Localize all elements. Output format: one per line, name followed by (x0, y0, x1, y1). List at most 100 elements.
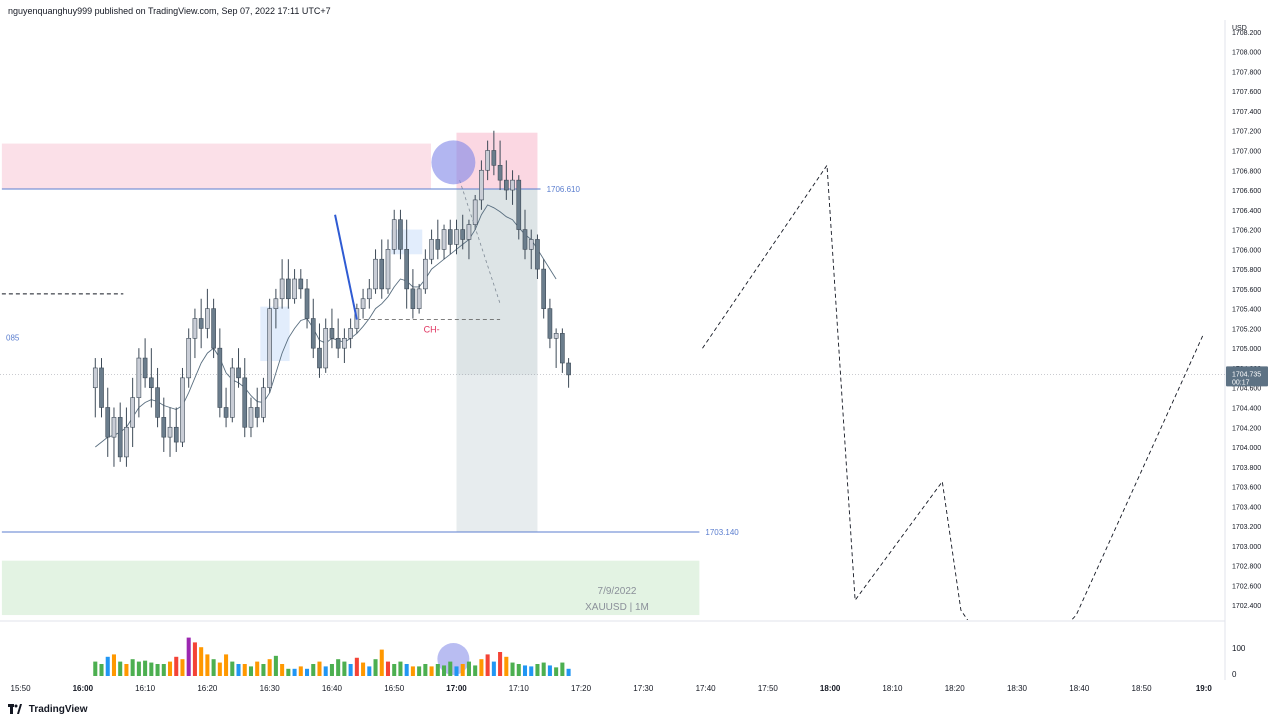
candle (404, 219, 409, 309)
candle-body (105, 407, 111, 438)
candle-body (479, 169, 484, 201)
candle-body (198, 318, 204, 329)
candle (99, 358, 104, 418)
candle-body (410, 288, 416, 309)
candle (435, 219, 441, 260)
candle (236, 348, 241, 388)
trend-dashed-line (459, 180, 501, 304)
candle-body (391, 219, 397, 250)
candle-body (335, 337, 341, 349)
candle-body (261, 387, 266, 418)
candle-body (173, 426, 179, 443)
candle-body (429, 239, 434, 260)
candle (391, 209, 397, 255)
candle (366, 278, 372, 309)
volume-bar (186, 637, 191, 676)
candle (124, 407, 129, 467)
volume-bar (211, 659, 216, 676)
price-tick-label: 1708.200 (1232, 30, 1261, 37)
volume-bar (174, 656, 179, 676)
candle (223, 387, 229, 428)
candle (149, 348, 154, 408)
candle (379, 239, 385, 299)
volume-bar (230, 661, 235, 676)
price-tick-label: 1706.200 (1232, 228, 1261, 235)
price-tick-label: 1703.600 (1232, 485, 1261, 492)
candle-body (229, 367, 235, 418)
candle (273, 288, 279, 329)
price-tick-label: 1707.800 (1232, 69, 1261, 76)
volume-bar (136, 661, 141, 676)
volume-bar (192, 642, 197, 676)
zone-date-label: 7/9/2022 (598, 586, 637, 597)
projection-zigzag (702, 163, 1205, 620)
candle (566, 358, 571, 388)
candle-body (553, 333, 559, 339)
price-tick-label: 1703.400 (1232, 504, 1261, 511)
candle-body (503, 179, 509, 191)
candle (342, 328, 347, 364)
candle (242, 358, 248, 438)
candle-body (491, 150, 497, 166)
volume-bar (435, 664, 440, 676)
candle-countdown: 00:17 (1232, 379, 1250, 386)
time-tick-label: 17:30 (633, 684, 654, 693)
candle-body (398, 219, 403, 250)
volume-bar (354, 657, 359, 676)
candle-body (497, 165, 503, 181)
time-tick-label: 18:10 (882, 684, 903, 693)
volume-bar (479, 659, 484, 676)
candle (317, 323, 322, 378)
candle-body (547, 308, 553, 339)
volume-bar (398, 661, 403, 676)
candle (248, 397, 254, 438)
time-tick-label: 18:00 (820, 684, 841, 693)
candle-body (130, 397, 135, 428)
volume-bar (105, 656, 110, 676)
volume-bar (373, 659, 378, 676)
candle-body (435, 239, 441, 250)
last-price-badge (1226, 366, 1268, 387)
candle (254, 387, 260, 428)
volume-bar (248, 666, 254, 676)
price-tick-label: 1707.400 (1232, 109, 1261, 116)
volume-bar (379, 649, 384, 676)
candle (304, 278, 310, 329)
candle-body (379, 258, 385, 290)
candle-body (385, 249, 391, 290)
candle (198, 298, 204, 349)
candle-body (423, 258, 428, 290)
candle-body (111, 417, 117, 438)
candle (360, 288, 366, 319)
price-tick-label: 1705.800 (1232, 267, 1261, 274)
volume-bar (280, 664, 285, 676)
candle (423, 249, 428, 294)
volume-bar (124, 664, 129, 676)
candle-body (366, 288, 372, 300)
candle-body (167, 426, 173, 438)
zones-layer (1, 132, 700, 616)
time-tick-label: 15:50 (11, 684, 32, 693)
candle-body (348, 328, 353, 339)
volume-bar (442, 665, 447, 676)
volume-bar (336, 659, 341, 676)
candle-body (124, 426, 129, 458)
candle (111, 407, 117, 467)
time-tick-label: 17:40 (696, 684, 717, 693)
volume-bar (516, 664, 521, 676)
candle (92, 358, 98, 418)
volume-bar (367, 666, 372, 676)
volume-bar (485, 654, 490, 676)
volume-bar (554, 667, 559, 676)
candle (173, 407, 179, 452)
candle-body (99, 367, 104, 408)
price-tick-label: 1704.400 (1232, 405, 1261, 412)
price-tick-label: 1707.200 (1232, 129, 1261, 136)
impulse-line (334, 214, 358, 320)
candle-body (211, 308, 216, 349)
volume-bar (261, 664, 266, 676)
price-tick-label: 1703.800 (1232, 465, 1261, 472)
volume-bar (504, 656, 509, 676)
